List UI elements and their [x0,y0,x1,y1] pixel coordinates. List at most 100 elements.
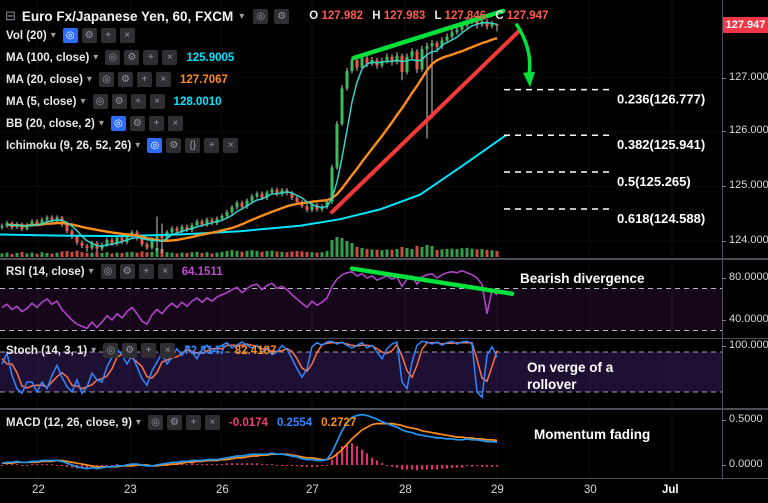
gear-icon[interactable]: ⚙ [111,94,127,109]
plus-icon[interactable]: + [185,415,201,430]
high-label: H [372,10,381,22]
macd-scale-label: 0.0000 [729,458,763,470]
last-price-badge: 127.947 [723,17,768,33]
legend-macd: MACD (12, 26, close, 9) ▾ ◎ ⚙ + × -0.017… [6,415,356,430]
macd-pane[interactable] [0,410,722,478]
eye-icon[interactable]: ◎ [105,50,121,65]
chevron-down-icon[interactable]: ▾ [88,266,94,277]
axis-tick [722,241,726,242]
braces-icon[interactable]: {} [185,138,201,153]
rsi-scale-label: 40.0000 [729,313,768,325]
eye-icon[interactable]: ◎ [92,94,108,109]
chevron-down-icon[interactable]: ▾ [91,345,97,356]
eye-icon[interactable]: ◎ [100,264,116,279]
ma5-value: 128.0010 [173,95,222,108]
gear-icon[interactable]: ⚙ [81,28,97,43]
macd-label[interactable]: MACD (12, 26, close, 9) [6,416,132,429]
pane-divider[interactable] [0,258,768,260]
svg-text:0.5(125.265): 0.5(125.265) [617,174,691,189]
gear-icon[interactable]: ⚙ [122,343,138,358]
chevron-down-icon[interactable]: ▾ [93,52,99,63]
rsi-pane[interactable] [0,260,722,338]
eye-icon[interactable]: ◎ [253,8,269,24]
chevron-down-icon[interactable]: ▾ [86,74,92,85]
ma20-value: 127.7067 [179,73,228,86]
close-icon[interactable]: × [157,264,173,279]
chevron-down-icon[interactable]: ▾ [80,96,86,107]
price-label: 126.000 [729,124,768,136]
plus-icon[interactable]: + [138,264,154,279]
eye-icon[interactable]: ◎ [147,138,163,153]
stoch-scale-label: 100.0000 [729,339,768,351]
price-label: 125.000 [729,179,768,191]
close-label: C [495,10,504,22]
pane-divider[interactable] [0,408,768,410]
bb-label[interactable]: BB (20, close, 2) [6,117,95,130]
chevron-down-icon[interactable]: ▾ [98,118,104,129]
annotation-bearish-divergence[interactable]: Bearish divergence [520,271,645,286]
time-label-month: Jul [662,484,679,496]
annotation-rollover[interactable]: On verge of a rollover [527,360,614,392]
chevron-down-icon[interactable]: ▾ [239,10,245,22]
gear-icon[interactable]: ⚙ [117,72,133,87]
plus-icon[interactable]: + [100,28,116,43]
close-icon[interactable]: × [149,94,165,109]
eye-icon[interactable]: ◎ [98,72,114,87]
price-axis[interactable]: 127.947 127.000 126.000 125.000 124.000 … [722,0,768,478]
price-label: 124.000 [729,234,768,246]
svg-text:0.236(126.777): 0.236(126.777) [617,92,705,107]
collapse-icon[interactable]: ⊟ [5,8,16,23]
plus-icon[interactable]: + [130,94,146,109]
stochastic-pane[interactable] [0,339,722,408]
time-label: 23 [124,484,137,496]
chevron-down-icon[interactable]: ▾ [135,417,141,428]
chevron-down-icon[interactable]: ▾ [50,30,56,41]
time-axis[interactable]: 22 23 26 27 28 29 30 Jul [0,479,768,503]
plus-icon[interactable]: + [148,116,164,131]
plus-icon[interactable]: + [136,72,152,87]
plus-icon[interactable]: + [141,343,157,358]
close-icon[interactable]: × [167,116,183,131]
symbol-title[interactable]: Euro Fx/Japanese Yen, 60, FXCM [21,8,234,24]
time-label: 26 [216,484,229,496]
annotation-momentum-fading[interactable]: Momentum fading [534,427,651,442]
eye-icon[interactable]: ◎ [110,116,126,131]
gear-icon[interactable]: ⚙ [119,264,135,279]
axis-tick [722,320,726,321]
close-icon[interactable]: × [160,343,176,358]
volume-label[interactable]: Vol (20) [6,29,47,42]
main-price-pane[interactable]: 0.236(126.777) 0.382(125.941) 0.5(125.265)… [0,0,722,258]
eye-icon[interactable]: ◎ [62,28,78,43]
rsi-label[interactable]: RSI (14, close) [6,265,85,278]
ma5-label[interactable]: MA (5, close) [6,95,77,108]
close-icon[interactable]: × [155,72,171,87]
macd-signal-value: 0.2727 [321,416,357,429]
gear-icon[interactable]: ⚙ [166,138,182,153]
gear-icon[interactable]: ⚙ [166,415,182,430]
gear-icon[interactable]: ⚙ [129,116,145,131]
eye-icon[interactable]: ◎ [147,415,163,430]
ma20-label[interactable]: MA (20, close) [6,73,83,86]
close-icon[interactable]: × [223,138,239,153]
ichimoku-label[interactable]: Ichimoku (9, 26, 52, 26) [6,139,132,152]
close-value: 127.947 [506,10,549,22]
rsi-value: 64.1511 [181,265,223,278]
eye-icon[interactable]: ◎ [103,343,119,358]
close-icon[interactable]: × [119,28,135,43]
time-label: 27 [306,484,319,496]
gear-icon[interactable]: ⚙ [274,8,290,24]
stoch-label[interactable]: Stoch (14, 3, 1) [6,344,88,357]
chevron-down-icon[interactable]: ▾ [135,140,141,151]
legend-bb: BB (20, close, 2) ▾ ◎ ⚙ + × [6,116,183,131]
plus-icon[interactable]: + [143,50,159,65]
svg-text:0.618(124.588): 0.618(124.588) [617,211,705,226]
close-icon[interactable]: × [204,415,220,430]
time-label: 22 [32,484,45,496]
low-label: L [434,10,442,22]
plus-icon[interactable]: + [204,138,220,153]
gear-icon[interactable]: ⚙ [124,50,140,65]
pane-divider[interactable] [0,338,768,339]
close-icon[interactable]: × [162,50,178,65]
ma100-label[interactable]: MA (100, close) [6,51,90,64]
